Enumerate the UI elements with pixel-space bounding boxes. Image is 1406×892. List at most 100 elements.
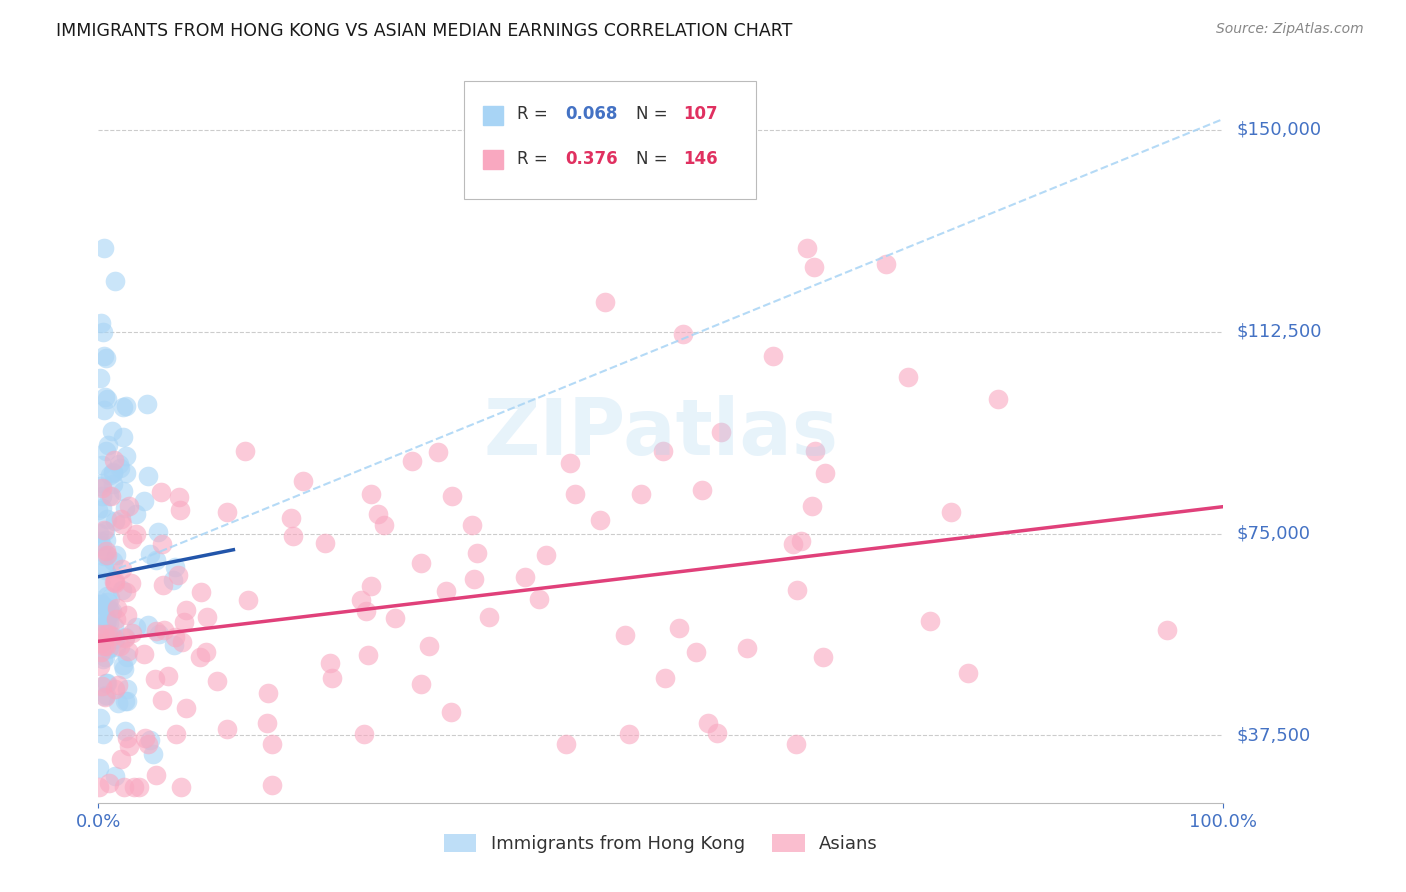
Text: $150,000: $150,000	[1237, 120, 1322, 139]
Point	[163, 560, 186, 574]
Point	[94, 627, 117, 641]
Point	[654, 672, 676, 686]
Point	[117, 731, 139, 746]
Point	[125, 620, 148, 634]
Point	[117, 608, 139, 623]
Point	[87, 503, 110, 517]
Point	[87, 607, 110, 621]
Point	[115, 585, 138, 599]
Point	[436, 583, 458, 598]
Point	[321, 671, 343, 685]
Point	[139, 733, 162, 747]
Point	[150, 692, 173, 706]
Point	[101, 476, 124, 491]
Point	[536, 548, 558, 562]
Point	[360, 487, 382, 501]
Point	[1156, 624, 1178, 638]
Point	[108, 461, 131, 475]
Text: $75,000: $75,000	[1237, 524, 1310, 542]
Point	[94, 688, 117, 702]
Point	[96, 392, 118, 406]
Point	[527, 592, 550, 607]
Point	[710, 425, 733, 440]
Point	[165, 727, 187, 741]
Text: N =: N =	[636, 105, 673, 123]
Point	[96, 676, 118, 690]
Point	[117, 649, 139, 664]
Point	[786, 582, 808, 597]
Point	[114, 631, 136, 645]
Point	[90, 458, 112, 472]
Point	[96, 548, 118, 562]
Point	[174, 701, 197, 715]
Point	[152, 623, 174, 637]
Point	[97, 438, 120, 452]
Text: $37,500: $37,500	[1237, 726, 1310, 745]
Point	[89, 371, 111, 385]
Bar	[484, 151, 503, 169]
Point	[91, 727, 114, 741]
Point	[118, 499, 141, 513]
Point	[90, 680, 112, 694]
Point	[357, 648, 380, 663]
Point	[782, 537, 804, 551]
Point	[112, 400, 135, 414]
Point	[89, 711, 111, 725]
Point	[89, 526, 111, 541]
Point	[104, 273, 127, 287]
Point	[162, 573, 184, 587]
Point	[111, 430, 134, 444]
Point	[800, 499, 823, 513]
Point	[554, 737, 576, 751]
Text: 0.376: 0.376	[565, 150, 617, 168]
FancyBboxPatch shape	[464, 81, 756, 200]
Point	[134, 731, 156, 745]
Point	[439, 705, 461, 719]
Point	[101, 554, 124, 568]
Point	[706, 726, 728, 740]
Point	[104, 574, 127, 588]
Point	[89, 659, 111, 673]
Point	[90, 317, 112, 331]
Text: R =: R =	[517, 150, 553, 168]
Point	[690, 483, 713, 498]
Point	[814, 466, 837, 480]
Point	[987, 392, 1010, 406]
Point	[170, 780, 193, 794]
Point	[107, 678, 129, 692]
Point	[112, 483, 135, 498]
Point	[139, 547, 162, 561]
Point	[152, 578, 174, 592]
Text: 0.068: 0.068	[565, 105, 617, 123]
Point	[790, 534, 813, 549]
Point	[94, 443, 117, 458]
Point	[105, 612, 128, 626]
Point	[97, 595, 120, 609]
Point	[384, 611, 406, 625]
Point	[96, 626, 118, 640]
Point	[349, 593, 371, 607]
Bar	[484, 106, 503, 125]
Point	[353, 727, 375, 741]
Point	[89, 780, 111, 794]
Point	[593, 295, 616, 310]
Point	[157, 668, 180, 682]
Point	[93, 690, 115, 704]
Point	[188, 650, 211, 665]
Point	[897, 370, 920, 384]
Text: ZIPatlas: ZIPatlas	[484, 394, 838, 471]
Point	[104, 681, 127, 696]
Point	[630, 487, 652, 501]
Point	[215, 722, 238, 736]
Point	[513, 570, 536, 584]
Point	[103, 619, 125, 633]
Point	[118, 739, 141, 753]
Point	[217, 505, 239, 519]
Point	[367, 507, 389, 521]
Point	[314, 536, 336, 550]
Point	[104, 548, 127, 562]
Text: 107: 107	[683, 105, 718, 123]
Point	[89, 534, 111, 549]
Text: 146: 146	[683, 150, 718, 168]
Point	[114, 724, 136, 739]
